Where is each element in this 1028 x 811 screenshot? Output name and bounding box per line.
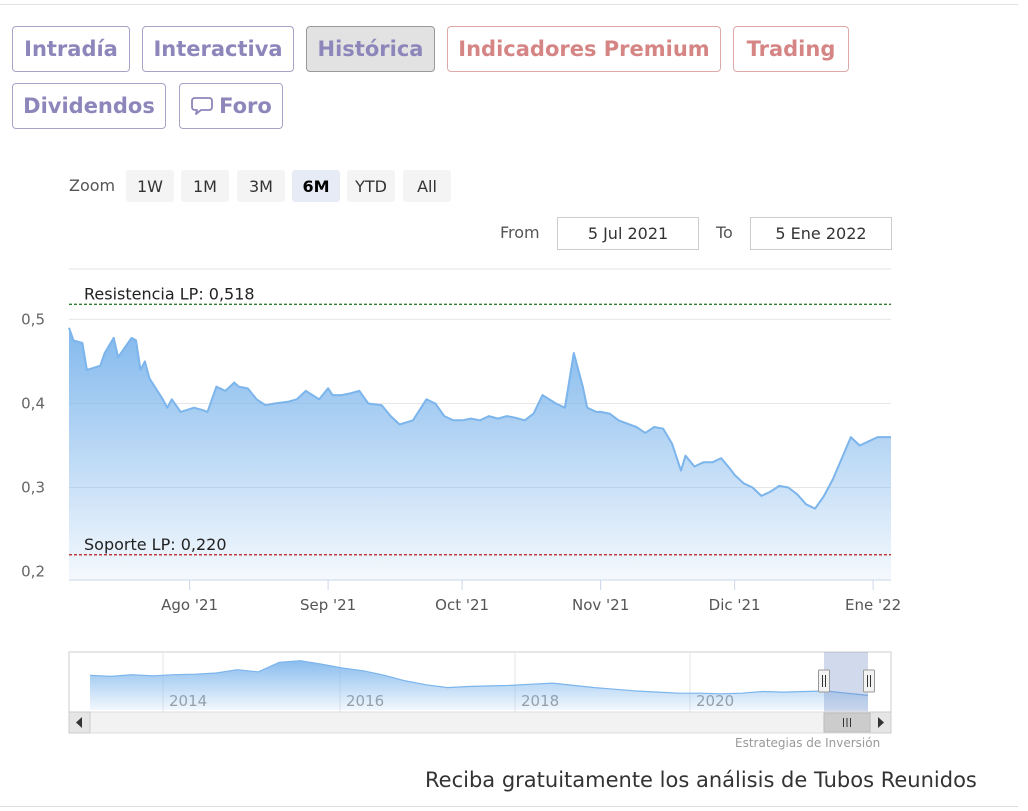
y-tick-label: 0,5 (21, 310, 45, 328)
tab-dividendos[interactable]: Dividendos (12, 83, 166, 129)
x-tick-label: Ago '21 (161, 596, 218, 614)
range-to-label: To (716, 223, 733, 242)
tab-indicadores-premium[interactable]: Indicadores Premium (447, 26, 721, 72)
zoom-6m-button[interactable]: 6M (292, 170, 340, 202)
tab-foro[interactable]: Foro (179, 83, 283, 129)
navigator-left-handle[interactable] (818, 669, 830, 693)
y-tick-label: 0,2 (21, 563, 45, 581)
zoom-all-button[interactable]: All (403, 170, 451, 202)
arrow-left-icon (76, 717, 82, 728)
tab-trading-label: Trading (746, 37, 836, 61)
y-tick-label: 0,3 (21, 479, 45, 497)
tab-interactiva[interactable]: Interactiva (142, 26, 294, 72)
scroll-right-button[interactable] (869, 711, 892, 734)
zoom-1m-button[interactable]: 1M (181, 170, 229, 202)
navigator-right-handle[interactable] (863, 669, 875, 693)
support-label: Soporte LP: 0,220 (84, 535, 227, 554)
x-tick-label: Nov '21 (572, 596, 629, 614)
navigator-area (90, 660, 868, 710)
x-tick-label: Ene '22 (845, 596, 901, 614)
tab-historica[interactable]: Histórica (306, 26, 435, 72)
chart-credit[interactable]: Estrategias de Inversión (735, 736, 881, 750)
bottom-divider (0, 806, 1018, 807)
navigator-line (89, 660, 869, 696)
y-tick-label: 0,4 (21, 394, 45, 412)
price-line (68, 327, 891, 510)
price-area (69, 327, 891, 580)
range-from-label: From (500, 223, 540, 242)
tab-interactiva-label: Interactiva (153, 37, 283, 61)
chat-bubble-icon (190, 95, 214, 117)
tab-intradia[interactable]: Intradía (12, 26, 130, 72)
tab-indicadores-premium-label: Indicadores Premium (458, 37, 710, 61)
resistance-label: Resistencia LP: 0,518 (84, 284, 255, 303)
navigator-selection[interactable] (824, 652, 868, 712)
zoom-label: Zoom (69, 176, 116, 195)
x-tick-label: Oct '21 (435, 596, 489, 614)
price-chart[interactable]: Resistencia LP: 0,518 Soporte LP: 0,220 0… (0, 260, 1028, 630)
tab-historica-label: Histórica (317, 37, 424, 61)
zoom-3m-button[interactable]: 3M (237, 170, 285, 202)
promo-text[interactable]: Reciba gratuitamente los análisis de Tub… (425, 768, 977, 792)
tab-dividendos-label: Dividendos (23, 94, 155, 118)
tab-foro-label: Foro (219, 94, 272, 118)
top-divider (0, 4, 1018, 5)
arrow-right-icon (878, 717, 884, 728)
range-from-input[interactable]: 5 Jul 2021 (557, 217, 699, 250)
tab-intradia-label: Intradía (24, 37, 118, 61)
scrollbar-thumb[interactable] (823, 712, 871, 733)
scroll-left-button[interactable] (68, 711, 91, 734)
tab-trading[interactable]: Trading (733, 26, 849, 72)
x-tick-label: Sep '21 (300, 596, 356, 614)
zoom-1w-button[interactable]: 1W (126, 170, 174, 202)
navigator[interactable]: 2014201620182020 (0, 650, 1028, 736)
scrollbar-track[interactable] (68, 711, 892, 734)
zoom-ytd-button[interactable]: YTD (347, 170, 395, 202)
range-to-input[interactable]: 5 Ene 2022 (750, 217, 892, 250)
x-tick-label: Dic '21 (709, 596, 761, 614)
